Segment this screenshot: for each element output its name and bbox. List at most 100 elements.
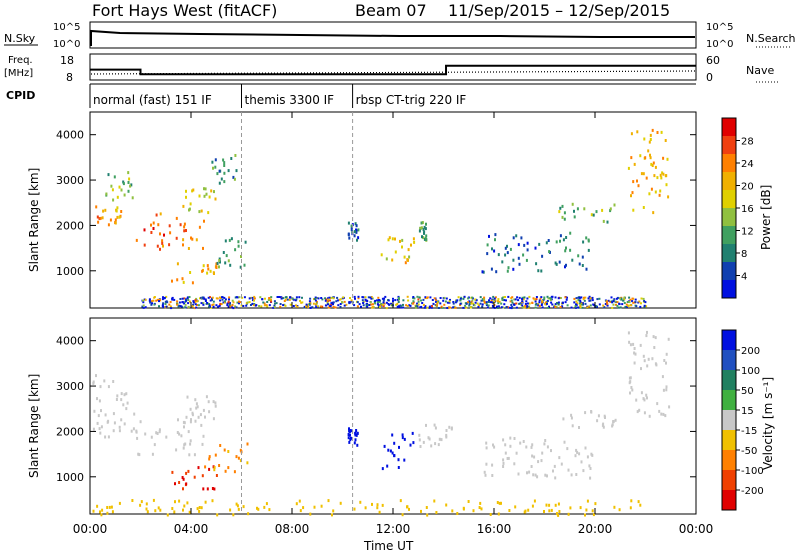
data-cell <box>552 469 554 473</box>
data-cell <box>190 418 192 422</box>
data-cell <box>146 510 149 514</box>
data-cell <box>130 429 133 433</box>
ground-scatter-cell <box>630 304 632 307</box>
data-cell <box>632 180 635 184</box>
ground-scatter-cell <box>339 303 342 305</box>
data-cell <box>223 180 226 184</box>
ground-scatter-cell <box>235 306 238 309</box>
ground-scatter-cell <box>538 301 541 304</box>
data-cell <box>158 428 161 432</box>
x-axis-label: Time UT <box>363 539 414 553</box>
ground-scatter-cell <box>544 303 547 306</box>
data-cell <box>191 189 194 193</box>
data-cell <box>265 502 268 506</box>
y-tick-label: 2000 <box>56 425 84 438</box>
ground-scatter-cell <box>176 300 179 303</box>
ground-scatter-cell <box>420 305 423 308</box>
ground-scatter-cell <box>144 306 147 309</box>
ground-scatter-cell <box>539 297 542 300</box>
data-cell <box>195 402 198 406</box>
data-cell <box>220 177 223 181</box>
ground-scatter-cell <box>528 295 531 298</box>
data-cell <box>125 392 128 396</box>
ground-scatter-cell <box>353 304 356 307</box>
ground-scatter-cell <box>417 300 420 303</box>
ground-scatter-cell <box>199 297 201 300</box>
data-cell <box>145 507 148 511</box>
data-cell <box>204 187 207 191</box>
data-cell <box>512 267 515 271</box>
data-cell <box>403 458 406 462</box>
ground-scatter-cell <box>509 300 512 303</box>
colorbar-swatch <box>722 430 736 451</box>
ground-scatter-cell <box>580 296 583 299</box>
freq-tick-bottom: 8 <box>66 71 73 84</box>
ground-scatter-cell <box>625 303 628 306</box>
data-cell <box>327 499 330 503</box>
ground-scatter-cell <box>528 302 531 305</box>
ground-scatter-cell <box>260 305 263 308</box>
ground-scatter-cell <box>156 299 159 301</box>
data-cell <box>216 172 219 176</box>
data-cell <box>168 243 171 247</box>
y-tick-label: 4000 <box>56 335 84 348</box>
ground-scatter-cell <box>501 299 504 301</box>
y-tick-label: 2000 <box>56 219 84 232</box>
data-cell <box>654 362 657 366</box>
ground-scatter-cell <box>217 305 220 308</box>
data-cell <box>208 455 211 459</box>
data-cell <box>230 157 233 160</box>
data-cell <box>178 499 181 503</box>
data-cell <box>589 476 592 480</box>
ground-scatter-cell <box>640 302 642 305</box>
data-cell <box>637 500 640 504</box>
data-cell <box>206 487 209 491</box>
ground-scatter-cell <box>516 296 519 299</box>
data-cell <box>661 375 664 379</box>
data-cell <box>531 454 534 458</box>
data-cell <box>230 237 233 241</box>
data-cell <box>434 426 437 430</box>
ground-scatter-cell <box>485 301 488 304</box>
data-cell <box>188 510 191 514</box>
data-cell <box>562 238 565 242</box>
data-cell <box>502 458 505 462</box>
ground-scatter-cell <box>412 296 415 298</box>
ground-scatter-cell <box>206 302 209 305</box>
ground-scatter-cell <box>603 306 606 309</box>
ground-scatter-cell <box>383 302 386 305</box>
ground-scatter-cell <box>370 303 373 306</box>
ground-scatter-cell <box>642 297 645 300</box>
ground-scatter-cell <box>212 305 215 308</box>
ground-scatter-cell <box>546 295 549 298</box>
ground-scatter-cell <box>245 304 248 307</box>
ground-scatter-cell <box>611 306 614 309</box>
data-cell <box>122 403 125 407</box>
data-cell <box>169 231 172 235</box>
data-cell <box>187 430 190 434</box>
data-cell <box>650 162 653 166</box>
ground-scatter-cell <box>361 299 364 302</box>
ground-scatter-cell <box>491 301 494 304</box>
ground-scatter-cell <box>392 300 394 302</box>
data-cell <box>135 238 138 242</box>
data-cell <box>227 259 230 263</box>
data-cell <box>412 441 415 445</box>
ground-scatter-cell <box>396 298 399 301</box>
data-cell <box>642 206 645 209</box>
ground-scatter-cell <box>305 303 308 306</box>
data-cell <box>156 432 159 435</box>
ground-scatter-cell <box>517 299 520 302</box>
data-cell <box>166 513 169 517</box>
ground-scatter-cell <box>327 303 329 306</box>
ground-scatter-cell <box>263 304 266 307</box>
data-cell <box>424 227 427 231</box>
data-cell <box>438 437 441 441</box>
ground-scatter-cell <box>228 298 230 301</box>
ground-scatter-cell <box>211 298 213 301</box>
ground-scatter-cell <box>270 300 273 303</box>
data-cell <box>545 503 548 507</box>
ground-scatter-cell <box>521 304 524 307</box>
ground-scatter-cell <box>382 305 385 307</box>
